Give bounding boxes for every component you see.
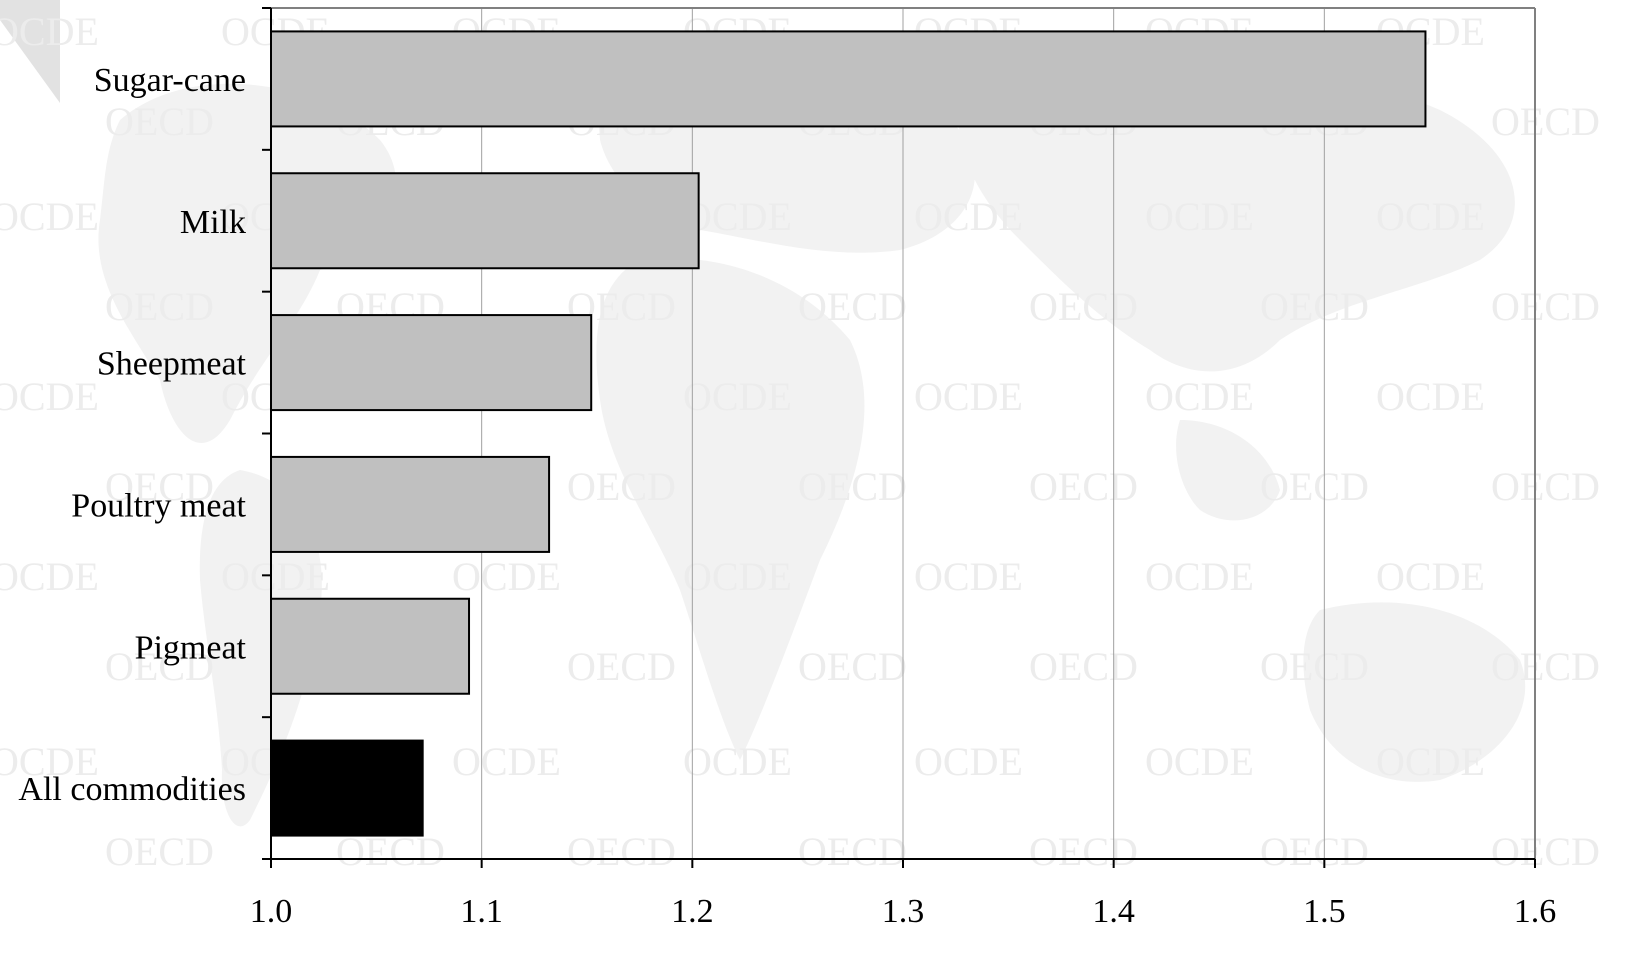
watermark-text: OCDE	[683, 739, 792, 784]
watermark-text: OECD	[1491, 284, 1600, 329]
watermark-text: OECD	[1260, 829, 1369, 874]
watermark-background: OCDEOCDEOCDEOCDEOCDEOCDEOCDEOECDOECDOECD…	[0, 0, 1600, 874]
x-tick-label: 1.5	[1303, 893, 1346, 930]
world-map-watermark	[98, 56, 1526, 827]
bar-poultry-meat	[270, 455, 551, 553]
category-label: All commodities	[18, 771, 246, 808]
watermark-text: OCDE	[914, 374, 1023, 419]
x-tick-label: 1.3	[882, 893, 925, 930]
watermark-text: OCDE	[914, 194, 1023, 239]
watermark-text: OCDE	[0, 739, 99, 784]
watermark-text: OCDE	[1376, 374, 1485, 419]
watermark-text: OECD	[1260, 464, 1369, 509]
watermark-text: OECD	[798, 464, 907, 509]
watermark-text: OECD	[798, 644, 907, 689]
watermark-text: OECD	[1029, 284, 1138, 329]
watermark-text: OECD	[1029, 464, 1138, 509]
watermark-text: OECD	[105, 644, 214, 689]
watermark-text: OCDE	[0, 554, 99, 599]
watermark-text: OCDE	[914, 739, 1023, 784]
watermark-text: OECD	[798, 284, 907, 329]
watermark-text: OECD	[105, 464, 214, 509]
bar-all-commodities	[270, 739, 424, 837]
watermark-text: OECD	[567, 829, 676, 874]
bar-milk	[270, 172, 700, 270]
category-labels: Sugar-cane Milk Sheepmeat Poultry meat Pigme…	[18, 62, 246, 808]
watermark-text: OECD	[1491, 829, 1600, 874]
category-label: Sugar-cane	[94, 62, 246, 99]
category-label: Sheepmeat	[97, 346, 247, 383]
x-tick-label: 1.4	[1092, 893, 1135, 930]
x-tick-labels: 1.0 1.1 1.2 1.3 1.4 1.5 1.6	[250, 893, 1557, 930]
x-tick-label: 1.2	[671, 893, 714, 930]
axes	[262, 7, 1536, 868]
bars	[270, 30, 1427, 837]
watermark-text: OCDE	[914, 554, 1023, 599]
bar-sheepmeat	[270, 314, 593, 412]
watermark-text: OECD	[1491, 464, 1600, 509]
watermark-text: OCDE	[683, 374, 792, 419]
watermark-text: OCDE	[221, 554, 330, 599]
watermark-text: OCDE	[0, 374, 99, 419]
bar-sugar-cane	[270, 30, 1427, 128]
watermark-text: OCDE	[683, 554, 792, 599]
watermark-text: OCDE	[1145, 554, 1254, 599]
x-tick-label: 1.1	[460, 893, 503, 930]
watermark-text: OCDE	[0, 9, 99, 54]
watermark-text: OECD	[105, 99, 214, 144]
watermark-text: OECD	[1491, 644, 1600, 689]
watermark-text: OECD	[1260, 284, 1369, 329]
watermark-text: OECD	[567, 644, 676, 689]
watermark-text: OECD	[1491, 99, 1600, 144]
watermark-text: OECD	[567, 464, 676, 509]
watermark-text: OCDE	[683, 194, 792, 239]
x-tick-label: 1.6	[1514, 893, 1557, 930]
watermark-text: OCDE	[0, 194, 99, 239]
watermark-text: OECD	[105, 284, 214, 329]
watermark-text: OCDE	[1145, 194, 1254, 239]
x-tick-label: 1.0	[250, 893, 293, 930]
category-label: Pigmeat	[135, 629, 247, 666]
watermark-text: OECD	[1029, 829, 1138, 874]
watermark-text: OCDE	[1376, 554, 1485, 599]
watermark-text: OCDE	[1145, 739, 1254, 784]
category-label: Poultry meat	[71, 487, 246, 524]
corner-decoration	[0, 0, 60, 103]
watermark-text: OCDE	[1145, 374, 1254, 419]
category-label: Milk	[180, 204, 246, 241]
watermark-text: OECD	[798, 829, 907, 874]
watermark-text: OECD	[105, 829, 214, 874]
watermark-text: OECD	[1260, 644, 1369, 689]
watermark-text: OCDE	[452, 554, 561, 599]
bar-pigmeat	[270, 597, 471, 695]
watermark-text: OCDE	[1376, 194, 1485, 239]
watermark-text: OECD	[1029, 644, 1138, 689]
x-gridlines	[481, 8, 1325, 859]
watermark-text: OCDE	[1376, 739, 1485, 784]
watermark-text: OCDE	[452, 739, 561, 784]
